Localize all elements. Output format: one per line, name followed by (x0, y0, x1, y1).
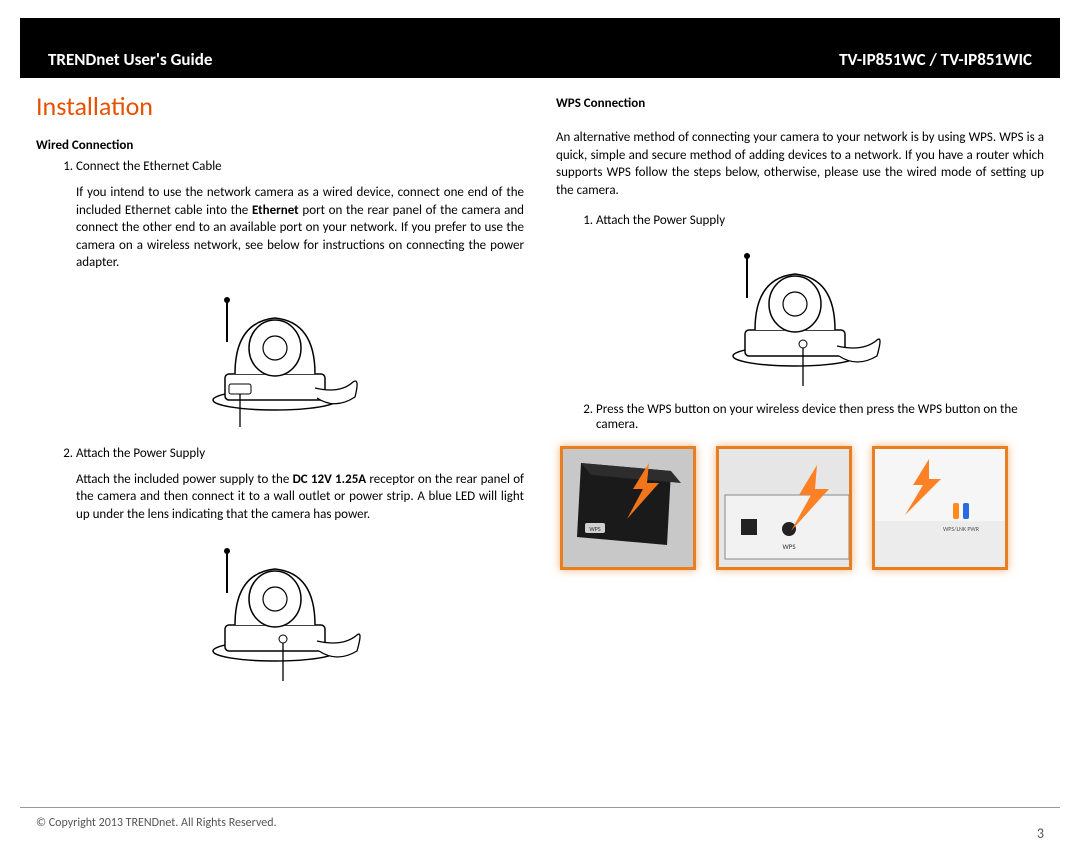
thumb-camera-back: WPS (716, 446, 852, 570)
wps-intro: An alternative method of connecting your… (556, 129, 1044, 199)
camera-illustration-3 (556, 238, 1044, 388)
content-area: Installation Wired Connection Connect th… (0, 78, 1080, 697)
wps-steps-2: Press the WPS button on your wireless de… (556, 402, 1044, 432)
camera-icon (185, 282, 375, 432)
wired-steps-2: Attach the Power Supply (36, 446, 524, 461)
header-bar: TRENDnet User's Guide TV-IP851WC / TV-IP… (20, 18, 1060, 78)
wps-step-1-title: Attach the Power Supply (596, 213, 1044, 228)
right-column: WPS Connection An alternative method of … (556, 90, 1044, 697)
svg-text:WPS: WPS (782, 542, 795, 551)
svg-text:WPS: WPS (589, 525, 600, 533)
wired-step-1-body: If you intend to use the network camera … (36, 184, 524, 272)
bold-span: Ethernet (252, 203, 299, 218)
camera-illustration-2 (36, 533, 524, 683)
wired-heading: Wired Connection (36, 138, 524, 153)
wps-step-2-body: Press the WPS button on your wireless de… (596, 402, 1044, 432)
left-column: Installation Wired Connection Connect th… (36, 90, 524, 697)
bold-span: DC 12V 1.25A (293, 472, 367, 487)
wps-heading: WPS Connection (556, 96, 1044, 111)
section-title: Installation (36, 90, 524, 122)
camera-illustration-1 (36, 282, 524, 432)
wired-step-2-title: Attach the Power Supply (76, 446, 524, 461)
footer-divider (20, 807, 1060, 808)
wps-thumbnails: WPS WPS (556, 446, 1044, 570)
camera-icon (705, 238, 895, 388)
thumb-router: WPS (560, 446, 696, 570)
wired-steps-1: Connect the Ethernet Cable (36, 159, 524, 174)
copyright-text: © Copyright 2013 TRENDnet. All Rights Re… (36, 816, 277, 830)
svg-text:WPS/LNK PWR: WPS/LNK PWR (943, 525, 980, 533)
wired-step-2-body: Attach the included power supply to the … (36, 471, 524, 524)
text-span: Attach the included power supply to the (76, 472, 293, 487)
wps-steps-1: Attach the Power Supply (556, 213, 1044, 228)
guide-title: TRENDnet User's Guide (48, 49, 212, 70)
camera-icon (185, 533, 375, 683)
wired-step-1-title: Connect the Ethernet Cable (76, 159, 524, 174)
thumb-camera-leds: WPS/LNK PWR (872, 446, 1008, 570)
model-number: TV-IP851WC / TV-IP851WIC (839, 49, 1032, 70)
